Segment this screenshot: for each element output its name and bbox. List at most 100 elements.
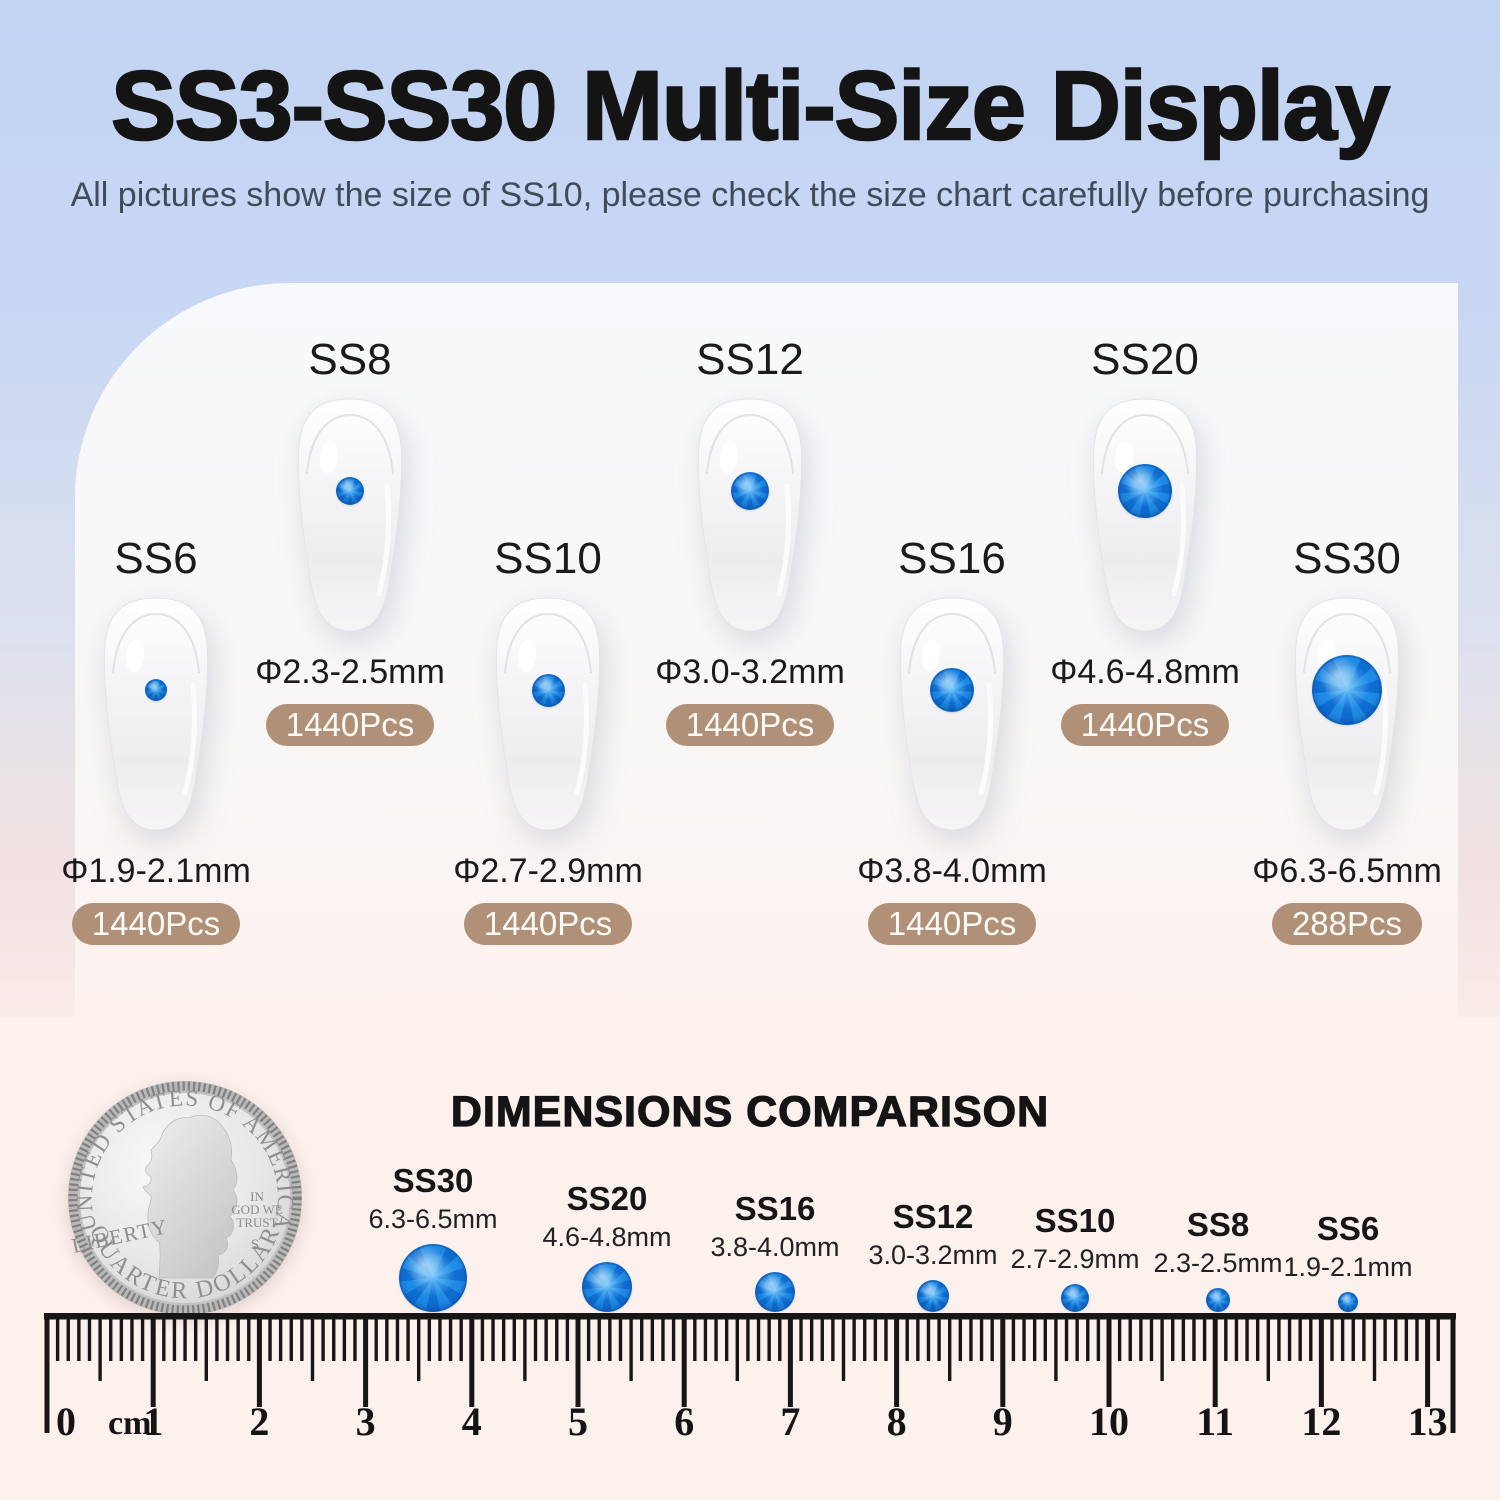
size-diameter: Φ4.6-4.8mm [1050, 653, 1240, 691]
count-badge: 1440Pcs [665, 704, 835, 746]
nail-tip-graphic [495, 597, 601, 831]
ruler-number: 12 [1301, 1399, 1341, 1444]
rhinestone-gem [531, 673, 565, 707]
ruler-number: 8 [887, 1399, 907, 1444]
comparison-size-range: 3.8-4.0mm [710, 1232, 840, 1262]
comparison-size-name: SS10 [1034, 1202, 1116, 1239]
comparison-dot [755, 1272, 795, 1312]
ruler-number: 1 [143, 1399, 163, 1444]
size-diameter: Φ6.3-6.5mm [1252, 852, 1442, 890]
comparison-dot [399, 1244, 467, 1312]
size-name: SS10 [494, 534, 602, 583]
size-name: SS8 [308, 335, 392, 384]
coin-motto-line2: GOD WE [231, 1202, 282, 1217]
gloss-highlight [517, 640, 537, 672]
comparison-size-range: 1.9-2.1mm [1283, 1252, 1413, 1282]
ruler-number: 5 [568, 1399, 588, 1444]
comparison-size-name: SS30 [392, 1162, 474, 1199]
size-card-ss6: SS6 Φ1.9-2.1mm 1440Pcs [46, 535, 266, 945]
nail-tip [484, 593, 612, 835]
ruler-number: 11 [1196, 1399, 1234, 1444]
coin-motto-line1: IN [250, 1189, 264, 1204]
comparison-size-range: 4.6-4.8mm [542, 1222, 672, 1252]
ruler-number: 2 [249, 1399, 269, 1444]
count-badge: 288Pcs [1271, 903, 1423, 945]
size-diameter: Φ3.0-3.2mm [655, 653, 845, 691]
comparison-item-ss30: SS30 6.3-6.5mm [338, 1164, 528, 1312]
rhinestone-gem [731, 472, 769, 510]
comparison-size-range: 2.7-2.9mm [1010, 1244, 1140, 1274]
size-card-ss20: SS20 Φ4.6-4.8mm 1440Pcs [1035, 336, 1255, 746]
comparison-size-name: SS20 [566, 1180, 648, 1217]
comparison-size-name: SS8 [1186, 1206, 1250, 1243]
comparison-dot [1206, 1288, 1230, 1312]
ruler-number: 9 [993, 1399, 1013, 1444]
washington-bust [142, 1114, 238, 1279]
size-card-ss30: SS30 Φ6.3-6.5mm 288Pcs [1237, 535, 1457, 945]
comparison-dot [1338, 1292, 1358, 1312]
size-card-ss8: SS8 Φ2.3-2.5mm 1440Pcs [240, 336, 460, 746]
size-diameter: Φ2.3-2.5mm [255, 653, 445, 691]
comparison-dot [917, 1280, 949, 1312]
ruler-unit-label: cm [108, 1405, 151, 1442]
comparison-item-ss10: SS10 2.7-2.9mm [980, 1204, 1170, 1312]
nail-tip-graphic [899, 597, 1005, 831]
comparison-dot [582, 1262, 632, 1312]
nail-tip-graphic [697, 398, 803, 632]
subtitle: All pictures show the size of SS10, plea… [70, 176, 1430, 214]
coin-motto-line3: TRUST [236, 1215, 277, 1230]
ruler-number: 3 [356, 1399, 376, 1444]
comparison-item-ss6: SS6 1.9-2.1mm [1253, 1212, 1443, 1312]
comparison-item-ss16: SS16 3.8-4.0mm [680, 1192, 870, 1312]
count-badge: 1440Pcs [71, 903, 241, 945]
size-name: SS20 [1091, 335, 1199, 384]
size-diameter: Φ1.9-2.1mm [61, 852, 251, 890]
comparison-size-name: SS16 [734, 1190, 816, 1227]
ruler-number: 10 [1089, 1399, 1129, 1444]
size-card-ss12: SS12 Φ3.0-3.2mm 1440Pcs [640, 336, 860, 746]
gloss-highlight [921, 640, 941, 672]
nail-tip-graphic [297, 398, 403, 632]
rhinestone-gem [930, 668, 974, 712]
count-badge: 1440Pcs [1060, 704, 1230, 746]
coin-reeded-edge [68, 1081, 302, 1315]
rhinestone-gem [1312, 655, 1382, 725]
nail-tip-graphic [103, 597, 209, 831]
nail-tip [686, 394, 814, 636]
comparison-item-ss20: SS20 4.6-4.8mm [512, 1182, 702, 1312]
ruler-number: 13 [1408, 1399, 1448, 1444]
count-badge: 1440Pcs [265, 704, 435, 746]
comparison-size-name: SS6 [1316, 1210, 1380, 1247]
comparison-dot [1061, 1284, 1089, 1312]
comparison-item-ss8: SS8 2.3-2.5mm [1123, 1208, 1313, 1312]
ruler-number: 0 [56, 1399, 76, 1444]
size-card-ss10: SS10 Φ2.7-2.9mm 1440Pcs [438, 535, 658, 945]
ruler-number: 4 [462, 1399, 482, 1444]
nail-tip [888, 593, 1016, 835]
comparison-size-name: SS12 [892, 1198, 974, 1235]
gloss-highlight [125, 640, 145, 672]
comparison-item-ss12: SS12 3.0-3.2mm [838, 1200, 1028, 1312]
nail-tip [1283, 593, 1411, 835]
gloss-highlight [319, 441, 339, 473]
nail-tip [1081, 394, 1209, 636]
rhinestone-gem [336, 477, 364, 505]
size-name: SS30 [1293, 534, 1401, 583]
nail-tip [286, 394, 414, 636]
rhinestone-gem [145, 679, 167, 701]
count-badge: 1440Pcs [463, 903, 633, 945]
comparison-heading: DIMENSIONS COMPARISON [450, 1087, 1050, 1136]
rhinestone-gem [1118, 464, 1172, 518]
size-name: SS12 [696, 335, 804, 384]
coin-mint-mark: S [251, 1237, 259, 1253]
comparison-size-range: 3.0-3.2mm [868, 1240, 998, 1270]
gloss-highlight [1114, 441, 1134, 473]
page-title: SS3-SS30 Multi-Size Display [110, 50, 1391, 162]
size-diameter: Φ2.7-2.9mm [453, 852, 643, 890]
comparison-size-range: 6.3-6.5mm [368, 1204, 498, 1234]
quarter-coin: UNITED STATES OF AMERICA QUARTER DOLLAR … [68, 1081, 302, 1315]
count-badge: 1440Pcs [867, 903, 1037, 945]
nail-tip [92, 593, 220, 835]
